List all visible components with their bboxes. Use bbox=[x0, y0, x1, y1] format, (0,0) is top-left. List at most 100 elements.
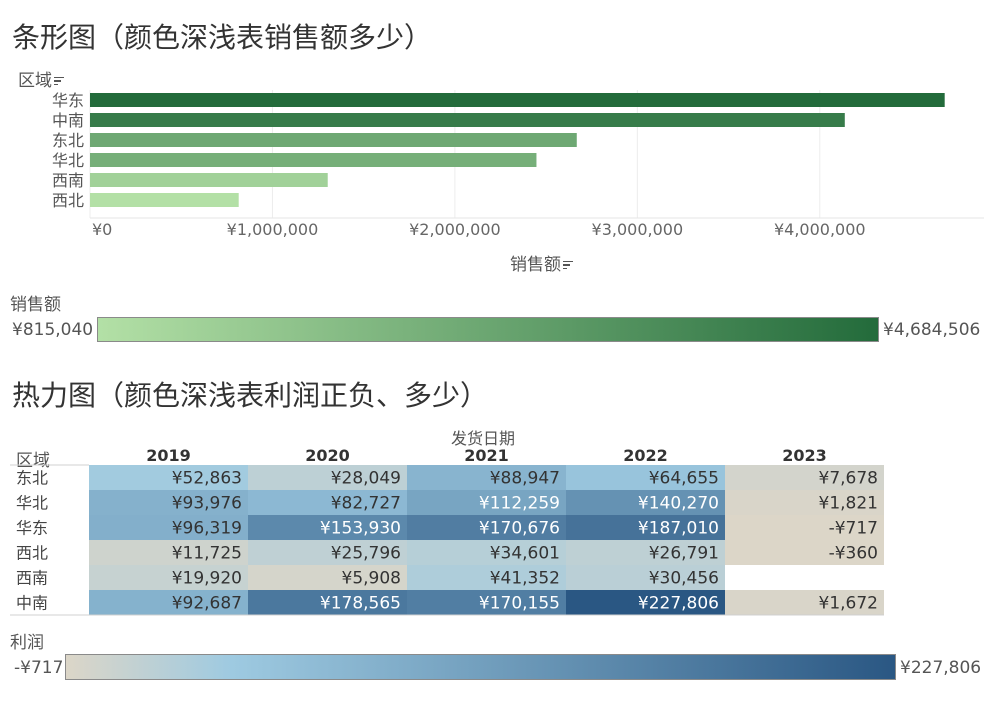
heatmap-cell-label: ¥170,155 bbox=[479, 594, 560, 614]
bar-category-label: 中南 bbox=[52, 111, 84, 130]
heatmap-cell[interactable] bbox=[407, 540, 566, 565]
bar-category-label: 华北 bbox=[52, 151, 84, 170]
heatmap-cell[interactable] bbox=[89, 590, 248, 615]
bar-x-axis-title[interactable]: 销售额 bbox=[510, 250, 573, 275]
heatmap-cell[interactable] bbox=[248, 515, 407, 540]
sales-legend-max: ¥4,684,506 bbox=[883, 320, 981, 340]
heatmap-cell[interactable] bbox=[89, 565, 248, 590]
heatmap-row-label: 中南 bbox=[16, 594, 48, 613]
x-tick-label: ¥2,000,000 bbox=[409, 220, 501, 239]
heatmap-cell[interactable] bbox=[248, 540, 407, 565]
sort-icon[interactable] bbox=[54, 76, 64, 86]
bar[interactable] bbox=[90, 113, 845, 127]
bar[interactable] bbox=[90, 133, 577, 147]
heatmap-cell-label: ¥227,806 bbox=[638, 594, 719, 614]
bar-category-label: 西北 bbox=[52, 191, 84, 210]
heatmap-cell[interactable] bbox=[407, 490, 566, 515]
profit-color-legend[interactable] bbox=[65, 654, 896, 680]
x-tick-label: ¥1,000,000 bbox=[227, 220, 319, 239]
heatmap-cell[interactable] bbox=[566, 590, 725, 615]
heatmap-cell[interactable] bbox=[566, 490, 725, 515]
bar-category-label: 华东 bbox=[52, 91, 84, 110]
heatmap-cell-label: ¥34,601 bbox=[490, 544, 560, 564]
heatmap-cell-label: ¥92,687 bbox=[172, 594, 242, 614]
heatmap-cell[interactable] bbox=[89, 515, 248, 540]
bar[interactable] bbox=[90, 173, 328, 187]
heatmap-row-label: 华东 bbox=[16, 519, 48, 538]
bar-x-axis-label: 销售额 bbox=[510, 255, 561, 275]
heatmap-cell-label: -¥360 bbox=[829, 544, 878, 564]
heatmap-cell-label: ¥64,655 bbox=[649, 469, 719, 489]
heatmap-row-label: 东北 bbox=[16, 469, 48, 488]
sort-icon[interactable] bbox=[563, 260, 573, 270]
heatmap-cell-label: ¥1,821 bbox=[819, 494, 878, 514]
heatmap-cell-label: ¥26,791 bbox=[649, 544, 719, 564]
heatmap-cell-label: ¥82,727 bbox=[331, 494, 401, 514]
heatmap-cell[interactable] bbox=[725, 540, 884, 565]
heatmap-cell-label: ¥41,352 bbox=[490, 569, 560, 589]
heatmap-row-label: 西北 bbox=[16, 544, 48, 563]
heatmap-cell[interactable] bbox=[725, 515, 884, 540]
heatmap-cell-label: -¥717 bbox=[829, 519, 878, 539]
x-tick-label: ¥3,000,000 bbox=[592, 220, 684, 239]
heatmap-cell-label: ¥5,908 bbox=[342, 569, 401, 589]
sales-legend-title: 销售额 bbox=[10, 295, 61, 315]
heatmap-cell-label: ¥25,796 bbox=[331, 544, 401, 564]
heatmap-cell[interactable] bbox=[566, 465, 725, 490]
sales-color-legend[interactable] bbox=[97, 317, 879, 342]
heatmap-cell[interactable] bbox=[248, 590, 407, 615]
heatmap-cell-label: ¥140,270 bbox=[638, 494, 719, 514]
heatmap-cell[interactable] bbox=[566, 565, 725, 590]
profit-legend-max: ¥227,806 bbox=[900, 658, 982, 678]
heatmap-cell[interactable] bbox=[248, 465, 407, 490]
heatmap-cell-label: ¥1,672 bbox=[819, 594, 878, 614]
heatmap-cell-label: ¥19,920 bbox=[172, 569, 242, 589]
heatmap-cell-label: ¥28,049 bbox=[331, 469, 401, 489]
sales-legend-min: ¥815,040 bbox=[12, 320, 94, 340]
heatmap-title: 热力图（颜色深浅表利润正负、多少） bbox=[12, 379, 489, 412]
heatmap-column-header: 2019 bbox=[146, 446, 191, 465]
heatmap-cell[interactable] bbox=[407, 565, 566, 590]
heatmap-cell[interactable] bbox=[407, 465, 566, 490]
heatmap-column-header: 2023 bbox=[782, 446, 827, 465]
bar-chart-title: 条形图（颜色深浅表销售额多少） bbox=[12, 21, 433, 54]
heatmap-cell-label: ¥187,010 bbox=[638, 519, 719, 539]
heatmap-cell[interactable] bbox=[89, 540, 248, 565]
heatmap-cell-label: ¥88,947 bbox=[490, 469, 560, 489]
heatmap-column-header: 2020 bbox=[305, 446, 350, 465]
heatmap-cell[interactable] bbox=[725, 490, 884, 515]
heatmap-cell[interactable] bbox=[725, 590, 884, 615]
x-tick-label: ¥0 bbox=[92, 220, 112, 239]
heatmap-cell[interactable] bbox=[407, 515, 566, 540]
heatmap-cell[interactable] bbox=[89, 465, 248, 490]
heatmap-cell[interactable] bbox=[407, 590, 566, 615]
heatmap-cell[interactable] bbox=[566, 515, 725, 540]
bar[interactable] bbox=[90, 193, 239, 207]
bar[interactable] bbox=[90, 93, 945, 107]
heatmap-cell-label: ¥178,565 bbox=[320, 594, 401, 614]
heatmap-cell[interactable] bbox=[725, 465, 884, 490]
heatmap-cell-label: ¥153,930 bbox=[320, 519, 401, 539]
heatmap-cell-label: ¥96,319 bbox=[172, 519, 242, 539]
bar[interactable] bbox=[90, 153, 537, 167]
heatmap-column-header: 2021 bbox=[464, 446, 509, 465]
heatmap-row-header: 区域 bbox=[16, 451, 50, 471]
x-tick-label: ¥4,000,000 bbox=[774, 220, 866, 239]
heatmap-cell[interactable] bbox=[248, 565, 407, 590]
heatmap-cell[interactable] bbox=[248, 490, 407, 515]
profit-legend-title: 利润 bbox=[10, 633, 44, 653]
heatmap-chart: 2019 2020 2021 2022 2023 东北 ¥52,863 ¥28,049 ¥88,… bbox=[10, 446, 884, 616]
profit-legend-min: -¥717 bbox=[14, 658, 64, 678]
heatmap-cell-label: ¥93,976 bbox=[172, 494, 242, 514]
heatmap-cell-label: ¥112,259 bbox=[479, 494, 560, 514]
heatmap-cell[interactable] bbox=[89, 490, 248, 515]
bar-category-label: 东北 bbox=[52, 131, 84, 150]
heatmap-cell[interactable] bbox=[566, 540, 725, 565]
heatmap-column-group-header: 发货日期 bbox=[451, 429, 516, 448]
bar-row-header-label: 区域 bbox=[18, 71, 52, 91]
heatmap-row-label: 西南 bbox=[16, 569, 48, 588]
heatmap-row-label: 华北 bbox=[16, 494, 48, 513]
heatmap-cell-label: ¥52,863 bbox=[172, 469, 242, 489]
bar-row-header[interactable]: 区域 bbox=[18, 66, 64, 91]
